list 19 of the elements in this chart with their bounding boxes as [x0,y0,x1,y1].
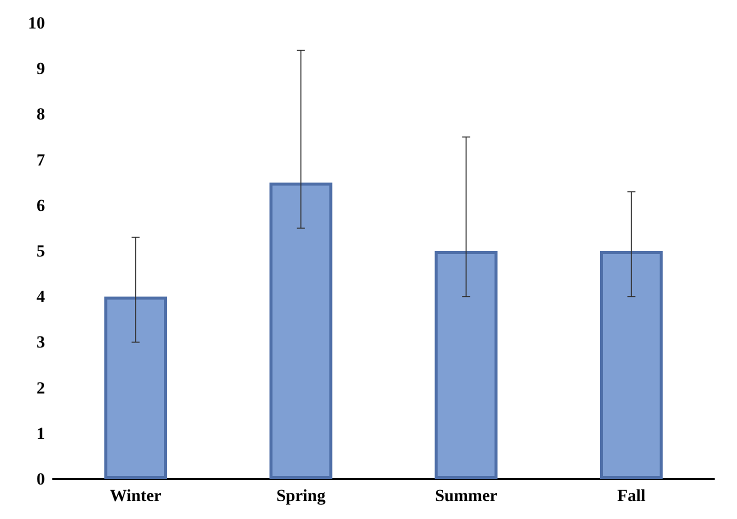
y-tick-label: 7 [36,150,46,170]
y-tick-label: 10 [28,14,45,32]
y-tick-label: 1 [36,424,45,443]
bar [104,296,168,479]
bar [269,182,332,479]
y-tick-label: 9 [36,59,45,78]
y-tick-label: 5 [36,242,45,260]
y-tick-label: 4 [36,287,46,306]
x-tick-label: Winter [110,486,162,505]
x-tick-label: Summer [434,486,498,505]
y-tick-label: 6 [36,196,45,215]
x-tick-label: Spring [276,486,326,505]
y-tick-label: 8 [36,104,45,124]
bar [434,251,498,479]
y-tick-label: 2 [36,378,45,398]
x-tick-label: Fall [617,486,646,505]
y-tick-label: 0 [36,470,45,488]
y-tick-label: 3 [36,332,45,352]
bar [600,251,663,479]
